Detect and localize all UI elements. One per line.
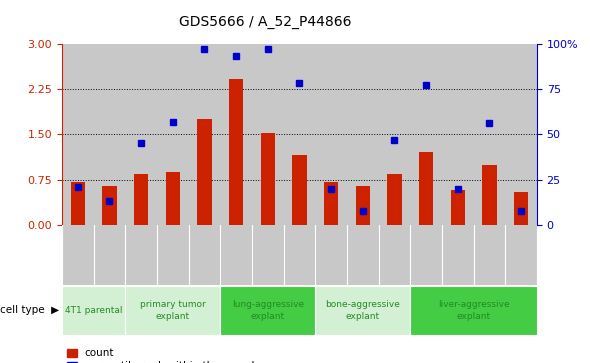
Bar bbox=[292, 155, 307, 225]
Bar bbox=[102, 186, 117, 225]
Bar bbox=[315, 286, 410, 335]
Bar bbox=[442, 44, 474, 225]
Text: lung-aggressive
explant: lung-aggressive explant bbox=[232, 300, 304, 321]
Bar bbox=[347, 44, 379, 225]
Bar bbox=[62, 44, 94, 225]
Bar bbox=[324, 182, 338, 225]
Text: cell type  ▶: cell type ▶ bbox=[0, 305, 59, 315]
Bar bbox=[451, 190, 465, 225]
Bar bbox=[410, 44, 442, 225]
Bar bbox=[229, 79, 243, 225]
Bar bbox=[356, 186, 370, 225]
Bar bbox=[189, 44, 220, 225]
Bar bbox=[94, 44, 125, 225]
Bar bbox=[474, 44, 505, 225]
Bar bbox=[157, 44, 189, 225]
Bar bbox=[220, 44, 252, 225]
Bar bbox=[220, 286, 315, 335]
Bar bbox=[387, 174, 402, 225]
Bar bbox=[261, 133, 275, 225]
Bar bbox=[482, 164, 497, 225]
Bar bbox=[125, 44, 157, 225]
Bar bbox=[134, 174, 148, 225]
Legend: count, percentile rank within the sample: count, percentile rank within the sample bbox=[67, 348, 261, 363]
Bar bbox=[315, 44, 347, 225]
Bar bbox=[252, 44, 284, 225]
Bar bbox=[125, 286, 220, 335]
Text: 4T1 parental: 4T1 parental bbox=[65, 306, 122, 315]
Text: bone-aggressive
explant: bone-aggressive explant bbox=[325, 300, 400, 321]
Text: primary tumor
explant: primary tumor explant bbox=[140, 300, 206, 321]
Text: GDS5666 / A_52_P44866: GDS5666 / A_52_P44866 bbox=[179, 15, 352, 29]
Bar bbox=[197, 119, 212, 225]
Text: liver-aggressive
explant: liver-aggressive explant bbox=[438, 300, 509, 321]
Bar bbox=[505, 44, 537, 225]
Bar bbox=[284, 44, 315, 225]
Bar bbox=[62, 286, 125, 335]
Bar bbox=[71, 182, 85, 225]
Bar bbox=[514, 192, 528, 225]
Bar bbox=[419, 152, 433, 225]
Bar bbox=[410, 286, 537, 335]
Bar bbox=[166, 172, 180, 225]
Bar bbox=[379, 44, 410, 225]
